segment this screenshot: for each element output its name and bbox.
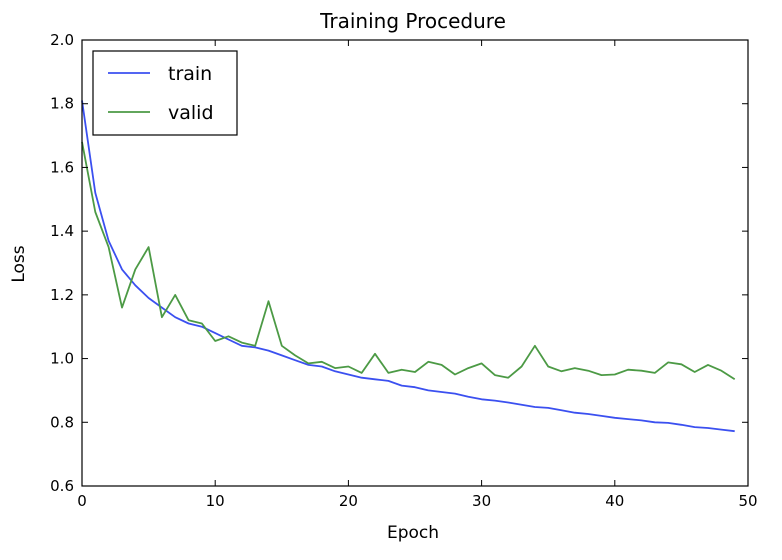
y-tick-label: 1.4 xyxy=(50,222,74,240)
y-tick-label: 2.0 xyxy=(50,31,74,49)
y-tick-label: 1.8 xyxy=(50,95,74,113)
legend-label-train: train xyxy=(168,63,212,85)
plot-frame xyxy=(81,39,749,487)
x-tick-label: 0 xyxy=(77,492,87,510)
plot-area xyxy=(81,100,736,433)
y-tick-label: 0.8 xyxy=(50,413,74,431)
y-tick-label: 1.2 xyxy=(50,286,74,304)
chart-title: Training Procedure xyxy=(319,9,506,33)
series-line-valid xyxy=(81,141,736,381)
y-tick-label: 0.6 xyxy=(50,477,74,495)
x-axis-label: Epoch xyxy=(387,523,439,543)
x-tick-label: 50 xyxy=(738,492,757,510)
y-tick-label: 1.0 xyxy=(50,350,74,368)
x-tick-label: 30 xyxy=(472,492,491,510)
x-tick-label: 20 xyxy=(339,492,358,510)
y-axis-label: Loss xyxy=(9,245,29,282)
legend: train valid xyxy=(92,50,238,136)
series-line-train xyxy=(81,100,735,433)
y-tick-label: 1.6 xyxy=(50,158,74,176)
legend-label-valid: valid xyxy=(168,102,214,124)
legend-box xyxy=(92,50,238,136)
x-tick-label: 40 xyxy=(605,492,624,510)
x-tick-label: 10 xyxy=(206,492,225,510)
axis-ticks: 0 10 20 30 40 50 0.6 0.8 1.0 1.2 1.4 1.6 1.8 2.0 xyxy=(50,31,757,510)
